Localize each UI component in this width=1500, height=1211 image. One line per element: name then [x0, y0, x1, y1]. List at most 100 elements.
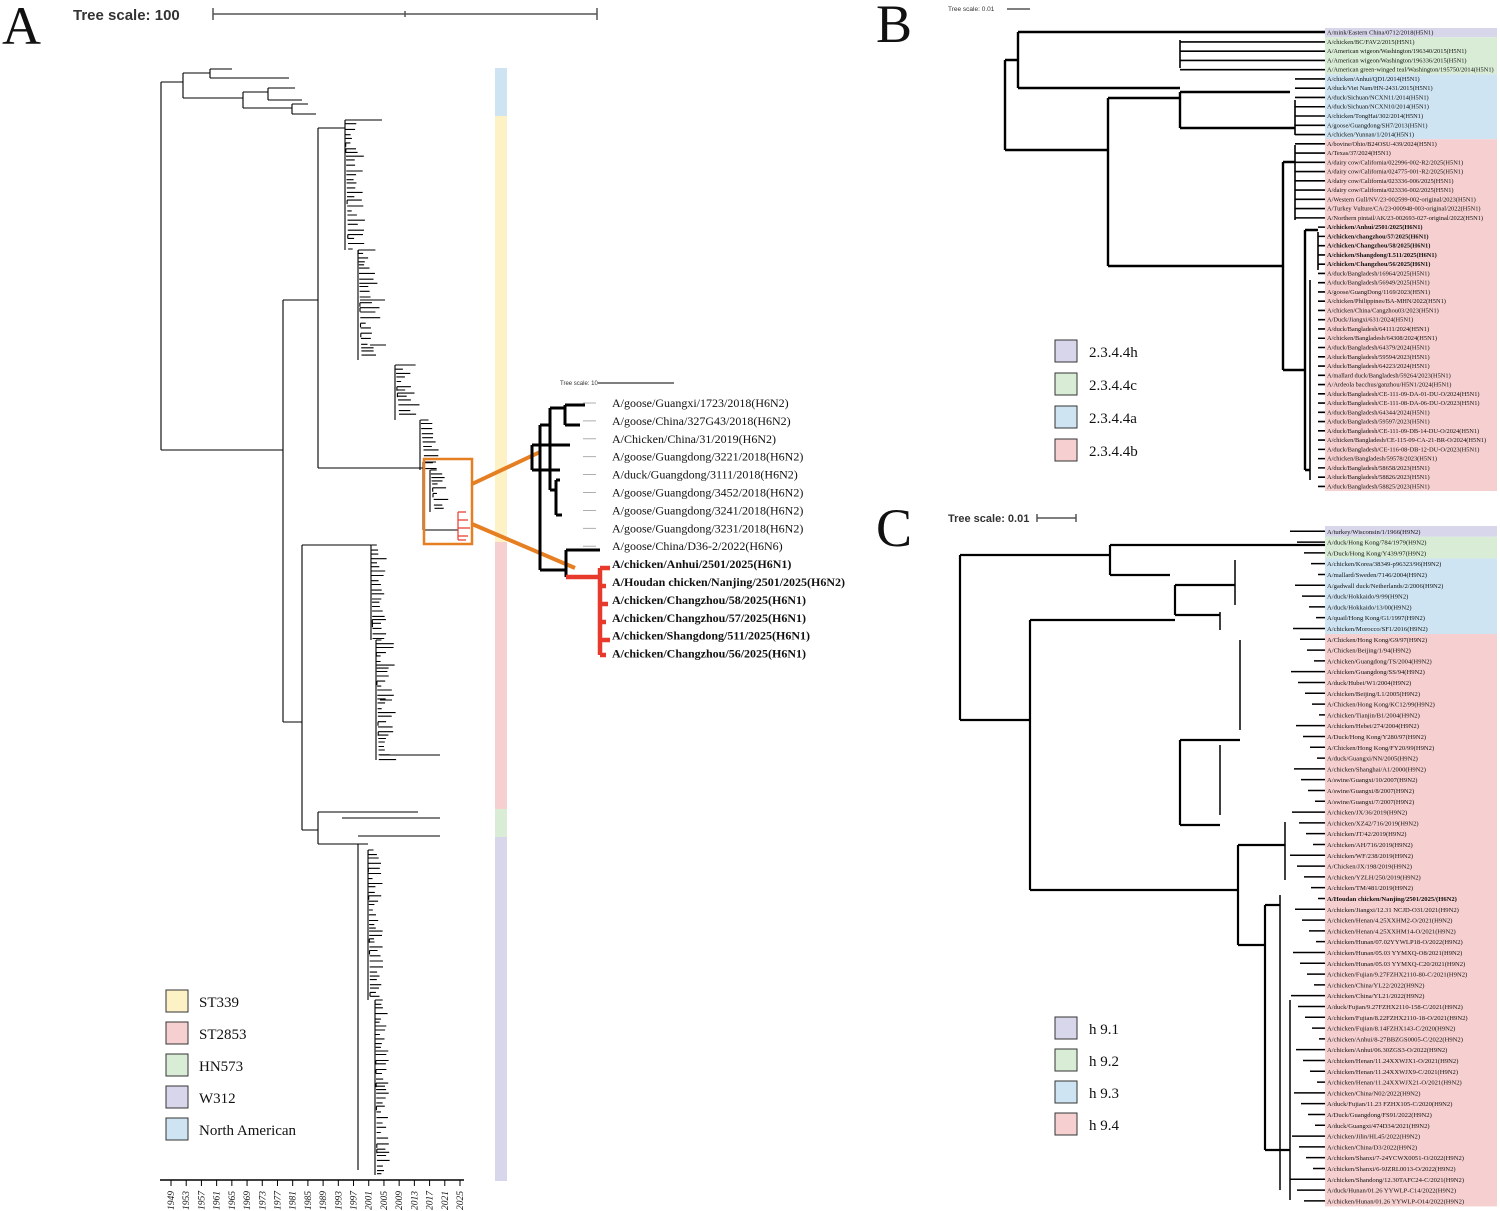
- leaf-label: A/chicken/Anhui/06.30ZGS3-O/2022(H9N2): [1327, 1047, 1447, 1054]
- leaf-label: A/dairy cow/California/023336-006/2025(H…: [1327, 178, 1454, 185]
- axis-year-label: 2005: [380, 1191, 390, 1210]
- leaf-label: A/chicken/Shandong/12.30TAFC24-C/2021(H9…: [1327, 1177, 1464, 1184]
- strip-north-american: [495, 68, 507, 116]
- leaf-label: A/duck/Bangladesh/58825/2023(H5N1): [1327, 483, 1430, 490]
- legend-label: North American: [199, 1123, 297, 1139]
- panel-b-letter: B: [876, 0, 912, 54]
- leaf-label: A/Duck/Jiangxi/631/2024(H5N1): [1327, 317, 1413, 324]
- clade-background: [1325, 536, 1497, 559]
- axis-year-label: 1981: [289, 1191, 299, 1210]
- leaf-label: A/Western Gull/NV/23-002599-002-original…: [1327, 196, 1476, 203]
- axis-year-label: 2021: [441, 1191, 451, 1210]
- inset-leaf-label: A/goose/Guangdong/3241/2018(H6N2): [612, 503, 803, 517]
- leaf-label: A/chicken/Hunan/05.03 YYMXQ-O8/2021(H9N2…: [1327, 950, 1462, 957]
- leaf-label: A/mallard/Sweden/7146/2004(H9N2): [1327, 572, 1427, 579]
- leaf-label: A/chicken/Henan/11.24XXWJX21-O/2021(H9N2…: [1327, 1080, 1462, 1087]
- leaf-label: A/Chicken/Beijing/1/94(H9N2): [1327, 648, 1411, 655]
- panel-a-scale-bar: [212, 8, 598, 20]
- panel-a: A Tree scale: 100: [2, 0, 845, 1210]
- leaf-label: A/duck/Bangladesh/64379/2024(H5N1): [1327, 345, 1430, 352]
- panel-b-legend: 2.3.4.4h 2.3.4.4c 2.3.4.4a 2.3.4.4b: [1054, 339, 1138, 462]
- leaf-label: A/chicken/Shanxi/7-24YCWX0051-O/2022(H9N…: [1327, 1155, 1464, 1162]
- strip-st339: [495, 116, 507, 542]
- axis-year-label: 1993: [334, 1191, 344, 1210]
- leaf-label: A/chicken/Shangdong/L511/2025(H6N1): [1327, 252, 1437, 259]
- leaf-label: A/swine/Guangxi/7/2007(H9N2): [1327, 799, 1414, 806]
- legend-label: h 9.2: [1089, 1054, 1119, 1070]
- leaf-label: A/chicken/China/N02/2022(H9N2): [1327, 1090, 1420, 1097]
- leaf-label: A/chicken/Hunan/07.02YYWLP18-O/2022(H9N2…: [1327, 939, 1463, 946]
- leaf-label: A/chicken/Henan/11.24XXWJX1-O/2021(H9N2): [1327, 1058, 1458, 1065]
- panel-a-tree-scale-label: Tree scale: 100: [73, 7, 180, 24]
- leaf-label: A/duck/Bangladesh/16964/2025(H5N1): [1327, 270, 1430, 277]
- legend-label: W312: [199, 1091, 236, 1107]
- axis-year-label: 1953: [182, 1191, 192, 1210]
- inset-leaf-label: A/goose/Guangxi/1723/2018(H6N2): [612, 396, 789, 410]
- leaf-label: A/turkey/Wisconsin/1/1966(H9N2): [1327, 529, 1421, 536]
- leaf-label: A/Ardeola bacchus/ganzhou/H5N1/2024(H5N1…: [1327, 382, 1451, 389]
- legend-label: 2.3.4.4h: [1089, 345, 1138, 361]
- axis-year-label: 1969: [243, 1191, 253, 1210]
- leaf-label: A/chicken/JT/42/2019(H9N2): [1327, 831, 1406, 838]
- panel-b-leaves: A/mink/Eastern China/0712/2018(H5N1) A/ch…: [1327, 30, 1494, 491]
- panel-c-tree-scale-label: Tree scale: 0.01: [948, 513, 1029, 525]
- axis-year-label: 1985: [304, 1191, 314, 1210]
- legend-label: 2.3.4.4a: [1089, 411, 1137, 427]
- leaf-label: A/duck/Fujian/9.27FZHX2110-158-C/2021(H9…: [1327, 1004, 1463, 1011]
- leaf-label: A/Duck/Hong Kong/Y280/97(H9N2): [1327, 734, 1426, 741]
- leaf-label: A/chicken/Guangdong/TS/2004(H9N2): [1327, 658, 1432, 665]
- leaf-label: A/chicken/Fujian/8.22FZHX2110-18-O/2021(…: [1327, 1015, 1468, 1022]
- leaf-label: A/duck/Hong Kong/784/1979(H9N2): [1327, 540, 1426, 547]
- leaf-label: A/duck/Bangladesh/64344/2024(H5N1): [1327, 409, 1430, 416]
- legend-swatch: [1054, 438, 1078, 462]
- leaf-label: A/chicken/Hunan/01.26 YYWLP-O14/2022(H9N…: [1327, 1198, 1464, 1205]
- inset-tree-scale-label: Tree scale: 10: [560, 381, 598, 387]
- legend-swatch: [1054, 1080, 1078, 1104]
- leaf-label: A/chicken/Hebei/274/2004(H9N2): [1327, 723, 1419, 730]
- leaf-label: A/Texas/37/2024(H5N1): [1327, 150, 1391, 157]
- leaf-label: A/chicken/BC/FAV2/2015(H5N1): [1327, 39, 1414, 46]
- leaf-label: A/chicken/Anhui/8-27BBZGS0005-C/2022(H9N…: [1327, 1036, 1463, 1043]
- legend-label: ST339: [199, 995, 239, 1011]
- leaf-label: A/chicken/China/D3/2022(H9N2): [1327, 1144, 1417, 1151]
- panel-a-legend: ST339 ST2853 HN573 W312 North American: [165, 989, 297, 1141]
- leaf-label: A/chicken/Bangladesh/64308/2024(H5N1): [1327, 335, 1437, 342]
- panel-c-clade-backgrounds: [1325, 526, 1497, 1207]
- strip-hn573: [495, 809, 507, 837]
- leaf-label: A/Duck/Guangdong/FS91/2022(H9N2): [1327, 1112, 1432, 1119]
- legend-swatch: [1054, 1112, 1078, 1136]
- axis-year-label: 1957: [197, 1190, 207, 1210]
- leaf-label: A/chicken/changzhou/57/2025(H6N1): [1327, 233, 1429, 240]
- leaf-label: A/chicken/Yunnan/1/2014(H5N1): [1327, 132, 1414, 139]
- panel-a-clade-strip: [495, 68, 507, 1181]
- panel-a-zoom-box: [422, 450, 576, 570]
- panel-c: C Tree scale: 0.01 A/turkey/Wisconsin/1/…: [876, 498, 1497, 1207]
- leaf-label: A/duck/Bangladesh/CE-111-08-DA-06-DU-O/2…: [1327, 400, 1480, 407]
- axis-year-label: 1989: [319, 1191, 329, 1210]
- leaf-label: A/chicken/JX/36/2019(H9N2): [1327, 810, 1407, 817]
- legend-swatch: [165, 1053, 189, 1077]
- legend-swatch: [1054, 405, 1078, 429]
- legend-swatch: [1054, 1048, 1078, 1072]
- inset-leaf-label: A/goose/Guangdong/3221/2018(H6N2): [612, 450, 803, 464]
- leaf-label: A/duck/Bangladesh/64223/2024(H5N1): [1327, 363, 1430, 370]
- leaf-label: A/chicken/AH/716/2019(H9N2): [1327, 842, 1413, 849]
- panel-c-tree: [958, 543, 1325, 1152]
- axis-year-label: 2013: [410, 1191, 420, 1210]
- clade-background: [1325, 139, 1497, 491]
- leaf-label: A/dairy cow/California/022996-002-R2/202…: [1327, 159, 1463, 166]
- leaf-label: A/chicken/Henan/4.25XXHM2-O/2021(H9N2): [1327, 918, 1452, 925]
- inset-leaf-label: A/chicken/Changzhou/56/2025(H6N1): [612, 647, 806, 661]
- leaf-label: A/chicken/China/YL21/2022(H9N2): [1327, 993, 1424, 1000]
- leaf-label: A/duck/Bangladesh/58826/2023(H5N1): [1327, 474, 1430, 481]
- leaf-label: A/chicken/Philippines/BA-MHN/2022(H5N1): [1327, 298, 1446, 305]
- legend-swatch: [165, 1021, 189, 1045]
- leaf-label: A/chicken/Jiangxi/12.31 NCJD-O31/2021(H9…: [1327, 907, 1459, 914]
- strip-w312: [495, 837, 507, 1181]
- clade-background: [1325, 526, 1497, 537]
- leaf-label: A/chicken/Shanxi/6-9JZRL0013-O/2022(H9N2…: [1327, 1166, 1456, 1173]
- clade-background: [1325, 558, 1497, 634]
- inset-leaf-label: A/Houdan chicken/Nanjing/2501/2025(H6N2): [612, 575, 845, 589]
- inset-leaf-label: A/chicken/Changzhou/58/2025(H6N1): [612, 593, 806, 607]
- leaf-label: A/Turkey Vulture/CA/23-000948-003-origin…: [1327, 206, 1481, 213]
